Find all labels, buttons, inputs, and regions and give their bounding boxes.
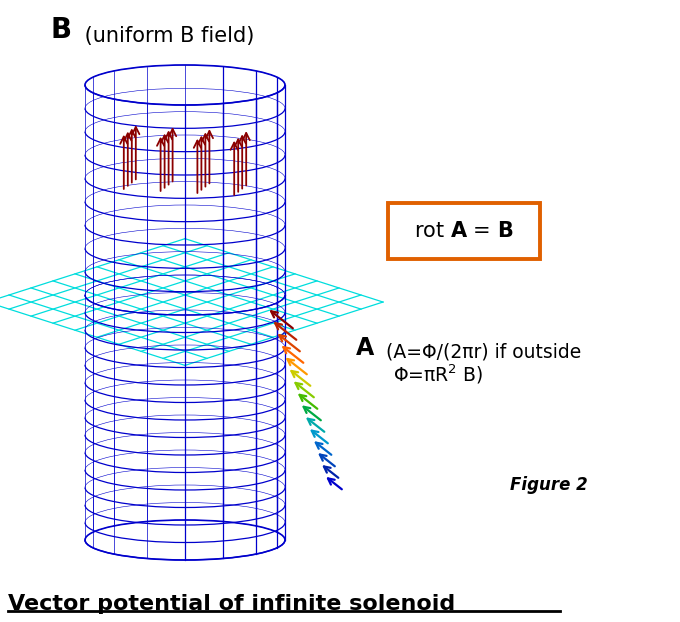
- Text: Φ=πR$^2$ B): Φ=πR$^2$ B): [393, 363, 483, 386]
- FancyBboxPatch shape: [388, 203, 540, 259]
- Text: rot $\mathbf{A}$ = $\mathbf{B}$: rot $\mathbf{A}$ = $\mathbf{B}$: [414, 221, 513, 241]
- Text: (uniform B field): (uniform B field): [78, 26, 254, 46]
- Text: Figure 2: Figure 2: [510, 476, 588, 494]
- Text: Vector potential of infinite solenoid: Vector potential of infinite solenoid: [8, 594, 455, 614]
- Text: $\mathbf{A}$: $\mathbf{A}$: [355, 336, 375, 360]
- Text: (A=Φ/(2πr) if outside: (A=Φ/(2πr) if outside: [380, 342, 581, 361]
- Text: $\mathbf{B}$: $\mathbf{B}$: [50, 16, 71, 44]
